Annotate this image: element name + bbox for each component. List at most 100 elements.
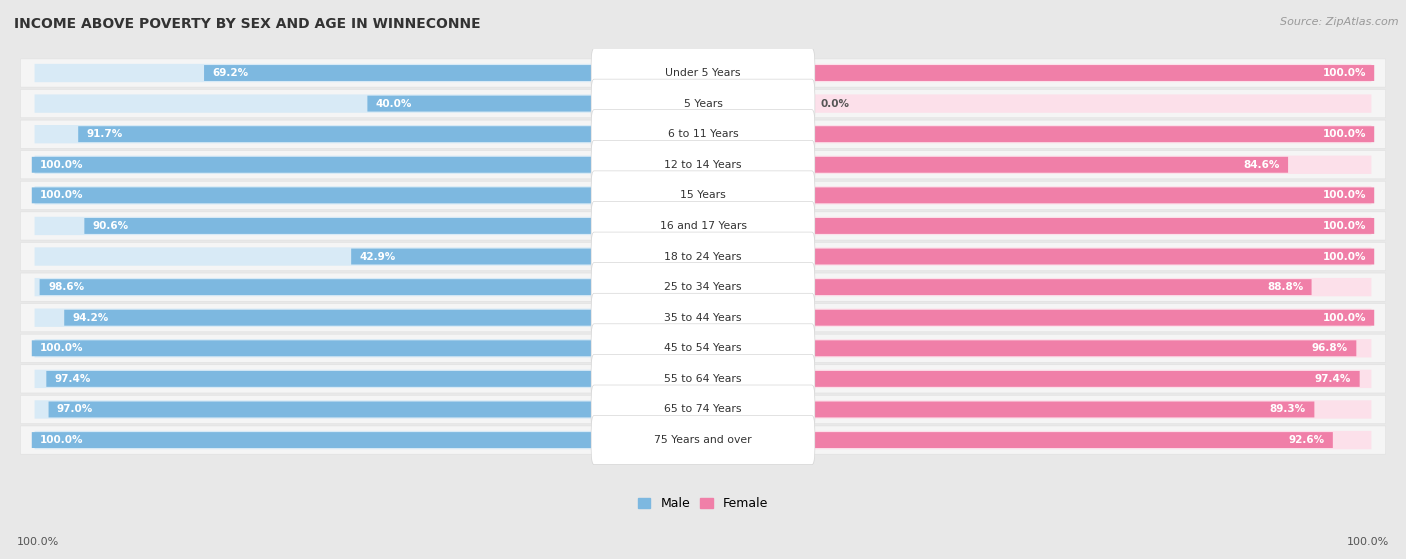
FancyBboxPatch shape	[21, 304, 1385, 332]
FancyBboxPatch shape	[591, 49, 815, 97]
Text: 42.9%: 42.9%	[360, 252, 396, 262]
FancyBboxPatch shape	[815, 217, 1371, 235]
FancyBboxPatch shape	[32, 340, 591, 356]
Text: Under 5 Years: Under 5 Years	[665, 68, 741, 78]
FancyBboxPatch shape	[21, 334, 1385, 362]
FancyBboxPatch shape	[591, 232, 815, 281]
FancyBboxPatch shape	[35, 248, 591, 266]
FancyBboxPatch shape	[79, 126, 591, 142]
FancyBboxPatch shape	[815, 125, 1371, 143]
Text: 100.0%: 100.0%	[41, 191, 84, 200]
FancyBboxPatch shape	[35, 125, 591, 143]
Text: 75 Years and over: 75 Years and over	[654, 435, 752, 445]
Legend: Male, Female: Male, Female	[633, 492, 773, 515]
Text: Source: ZipAtlas.com: Source: ZipAtlas.com	[1281, 17, 1399, 27]
FancyBboxPatch shape	[815, 369, 1371, 388]
FancyBboxPatch shape	[815, 218, 1374, 234]
FancyBboxPatch shape	[21, 212, 1385, 240]
FancyBboxPatch shape	[815, 432, 1333, 448]
Text: 40.0%: 40.0%	[375, 98, 412, 108]
FancyBboxPatch shape	[35, 339, 591, 357]
FancyBboxPatch shape	[21, 59, 1385, 87]
Text: 94.2%: 94.2%	[73, 312, 108, 323]
FancyBboxPatch shape	[35, 400, 591, 419]
FancyBboxPatch shape	[815, 310, 1374, 326]
Text: 18 to 24 Years: 18 to 24 Years	[664, 252, 742, 262]
Text: 92.6%: 92.6%	[1288, 435, 1324, 445]
FancyBboxPatch shape	[815, 187, 1374, 203]
Text: 100.0%: 100.0%	[17, 537, 59, 547]
Text: 100.0%: 100.0%	[41, 435, 84, 445]
FancyBboxPatch shape	[204, 65, 591, 81]
Text: 88.8%: 88.8%	[1267, 282, 1303, 292]
FancyBboxPatch shape	[367, 96, 591, 112]
FancyBboxPatch shape	[21, 426, 1385, 454]
Text: 35 to 44 Years: 35 to 44 Years	[664, 312, 742, 323]
FancyBboxPatch shape	[35, 217, 591, 235]
FancyBboxPatch shape	[815, 249, 1374, 264]
FancyBboxPatch shape	[815, 340, 1357, 356]
FancyBboxPatch shape	[35, 369, 591, 388]
Text: 5 Years: 5 Years	[683, 98, 723, 108]
FancyBboxPatch shape	[35, 94, 591, 113]
FancyBboxPatch shape	[65, 310, 591, 326]
Text: 97.4%: 97.4%	[1315, 374, 1351, 384]
Text: 90.6%: 90.6%	[93, 221, 129, 231]
Text: 100.0%: 100.0%	[41, 343, 84, 353]
FancyBboxPatch shape	[84, 218, 591, 234]
FancyBboxPatch shape	[815, 155, 1371, 174]
FancyBboxPatch shape	[815, 126, 1374, 142]
FancyBboxPatch shape	[591, 263, 815, 311]
FancyBboxPatch shape	[35, 309, 591, 327]
Text: 69.2%: 69.2%	[212, 68, 249, 78]
FancyBboxPatch shape	[591, 293, 815, 342]
FancyBboxPatch shape	[21, 273, 1385, 301]
FancyBboxPatch shape	[591, 140, 815, 190]
Text: 45 to 54 Years: 45 to 54 Years	[664, 343, 742, 353]
Text: 100.0%: 100.0%	[1347, 537, 1389, 547]
FancyBboxPatch shape	[35, 186, 591, 205]
FancyBboxPatch shape	[32, 157, 591, 173]
FancyBboxPatch shape	[815, 94, 1371, 113]
Text: 89.3%: 89.3%	[1270, 405, 1306, 414]
FancyBboxPatch shape	[49, 401, 591, 418]
FancyBboxPatch shape	[352, 249, 591, 264]
Text: 100.0%: 100.0%	[1322, 252, 1365, 262]
Text: 100.0%: 100.0%	[1322, 312, 1365, 323]
Text: 96.8%: 96.8%	[1312, 343, 1348, 353]
FancyBboxPatch shape	[815, 64, 1371, 82]
Text: 100.0%: 100.0%	[1322, 221, 1365, 231]
Text: 97.4%: 97.4%	[55, 374, 91, 384]
FancyBboxPatch shape	[21, 120, 1385, 148]
FancyBboxPatch shape	[35, 278, 591, 296]
FancyBboxPatch shape	[815, 186, 1371, 205]
Text: 91.7%: 91.7%	[87, 129, 122, 139]
FancyBboxPatch shape	[46, 371, 591, 387]
Text: INCOME ABOVE POVERTY BY SEX AND AGE IN WINNECONNE: INCOME ABOVE POVERTY BY SEX AND AGE IN W…	[14, 17, 481, 31]
FancyBboxPatch shape	[21, 89, 1385, 117]
Text: 100.0%: 100.0%	[41, 160, 84, 170]
FancyBboxPatch shape	[591, 201, 815, 250]
FancyBboxPatch shape	[32, 187, 591, 203]
FancyBboxPatch shape	[21, 365, 1385, 393]
FancyBboxPatch shape	[815, 65, 1374, 81]
FancyBboxPatch shape	[21, 395, 1385, 424]
FancyBboxPatch shape	[815, 339, 1371, 357]
Text: 0.0%: 0.0%	[821, 98, 849, 108]
FancyBboxPatch shape	[815, 400, 1371, 419]
FancyBboxPatch shape	[21, 151, 1385, 179]
FancyBboxPatch shape	[591, 171, 815, 220]
FancyBboxPatch shape	[815, 248, 1371, 266]
Text: 25 to 34 Years: 25 to 34 Years	[664, 282, 742, 292]
FancyBboxPatch shape	[21, 243, 1385, 271]
FancyBboxPatch shape	[815, 371, 1360, 387]
Text: 100.0%: 100.0%	[1322, 129, 1365, 139]
FancyBboxPatch shape	[591, 415, 815, 465]
FancyBboxPatch shape	[815, 309, 1371, 327]
FancyBboxPatch shape	[815, 279, 1312, 295]
Text: 6 to 11 Years: 6 to 11 Years	[668, 129, 738, 139]
FancyBboxPatch shape	[815, 431, 1371, 449]
Text: 12 to 14 Years: 12 to 14 Years	[664, 160, 742, 170]
FancyBboxPatch shape	[39, 279, 591, 295]
FancyBboxPatch shape	[815, 401, 1315, 418]
